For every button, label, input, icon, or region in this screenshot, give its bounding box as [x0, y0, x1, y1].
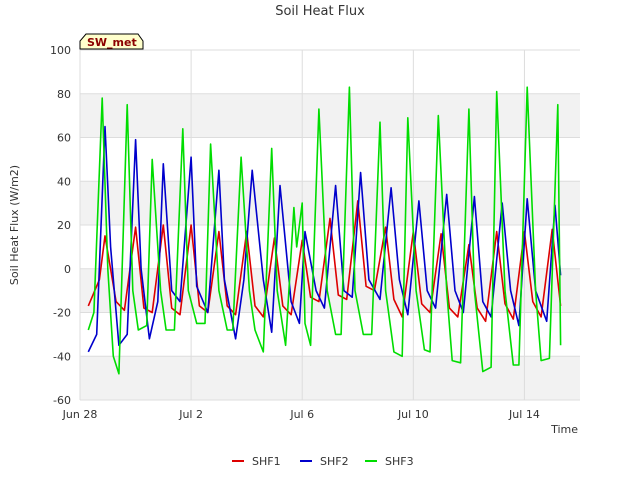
y-tick-label: 100 — [50, 44, 71, 57]
station-badge-label: SW_met — [87, 36, 137, 49]
background-bands — [80, 93, 580, 400]
x-tick-label: Jun 28 — [62, 408, 98, 421]
series-line-shf2 — [87, 125, 562, 353]
series-line-shf1 — [87, 200, 562, 323]
y-tick-label: -60 — [53, 394, 71, 407]
series-lines — [87, 86, 562, 375]
legend-label-shf3: SHF3 — [385, 455, 414, 468]
x-tick-label: Jul 2 — [178, 408, 203, 421]
series-line-shf3 — [87, 86, 562, 375]
y-tick-label: 60 — [57, 132, 71, 145]
y-tick-label: 40 — [57, 175, 71, 188]
y-axis-ticks: -60 -40 -20 0 20 40 60 80 100 — [50, 44, 71, 407]
y-tick-label: -40 — [53, 350, 71, 363]
grid-band — [80, 356, 580, 400]
x-axis-ticks: Jun 28 Jul 2 Jul 6 Jul 10 Jul 14 — [62, 408, 540, 421]
legend-label-shf1: SHF1 — [252, 455, 281, 468]
chart-title: Soil Heat Flux — [275, 4, 365, 19]
x-axis-label: Time — [550, 423, 578, 436]
legend: SHF1 SHF2 SHF3 — [232, 455, 414, 468]
x-tick-label: Jul 6 — [289, 408, 314, 421]
y-tick-label: 0 — [64, 263, 71, 276]
x-tick-label: Jul 10 — [397, 408, 429, 421]
station-badge: SW_met — [79, 33, 144, 50]
legend-label-shf2: SHF2 — [320, 455, 349, 468]
y-tick-label: 80 — [57, 88, 71, 101]
y-axis-label: Soil Heat Flux (W/m2) — [8, 165, 21, 285]
grid-band — [80, 93, 580, 138]
y-tick-label: 20 — [57, 219, 71, 232]
x-tick-label: Jul 14 — [508, 408, 540, 421]
y-tick-label: -20 — [53, 307, 71, 320]
